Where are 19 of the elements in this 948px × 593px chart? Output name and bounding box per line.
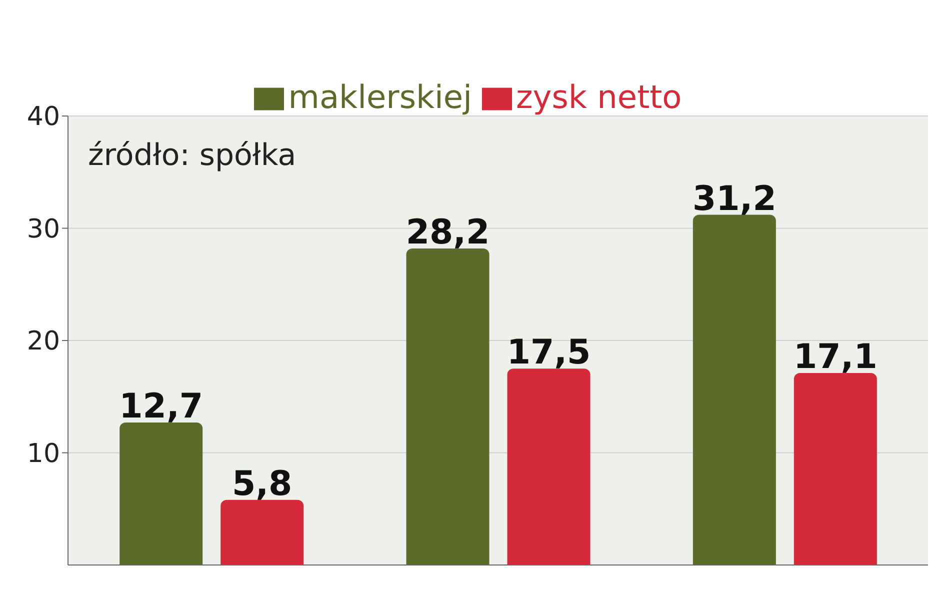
data-label: 17,1 [793, 337, 878, 378]
annotation: źródło: spółka [88, 138, 296, 173]
y-tick-label: 30 [26, 214, 60, 244]
bar [220, 500, 304, 565]
y-tick-label: 20 [26, 326, 60, 357]
data-label: 5,8 [232, 464, 292, 504]
data-label: 17,5 [506, 332, 591, 373]
legend-label: zysk netto [516, 78, 682, 116]
y-tick-label: 10 [26, 438, 60, 469]
bar [794, 373, 877, 565]
bar [692, 214, 776, 565]
data-label: 12,7 [119, 386, 204, 426]
data-label: 28,2 [406, 212, 490, 252]
data-label: 31,2 [692, 178, 776, 219]
bar [120, 422, 203, 565]
bar [406, 248, 490, 565]
bar [507, 368, 590, 565]
legend-label: maklerskiej [288, 78, 472, 116]
y-tick-label: 40 [26, 102, 60, 132]
